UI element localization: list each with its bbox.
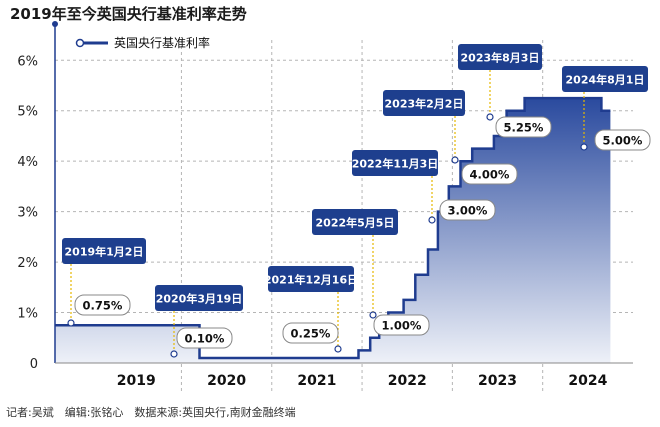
x-tick-label: 2019 bbox=[117, 373, 156, 389]
annotation-date-label: 2024年8月1日 bbox=[566, 73, 645, 87]
annotation-date-label: 2021年12月16日 bbox=[264, 273, 358, 287]
annotation-value-label: 0.10% bbox=[185, 332, 225, 346]
x-tick-label: 2020 bbox=[207, 373, 246, 389]
footer-credit: 记者:吴斌 编辑:张铭心 数据来源:英国央行,南财金融终端 bbox=[6, 406, 296, 419]
annotation-date-label: 2023年2月2日 bbox=[385, 97, 464, 111]
annotation-point bbox=[486, 113, 494, 121]
y-axis-top-dot bbox=[52, 21, 58, 27]
annotation-value-box bbox=[282, 322, 339, 344]
annotation-5: 2023年2月2日 4.00% bbox=[383, 90, 518, 185]
annotation-date-box bbox=[155, 285, 243, 311]
annotation-point bbox=[170, 350, 178, 358]
annotation-value-label: 3.00% bbox=[448, 204, 488, 218]
legend-label: 英国央行基准利率 bbox=[114, 35, 210, 50]
annotation-date-label: 2023年8月3日 bbox=[461, 51, 540, 65]
x-tick-label: 2022 bbox=[388, 373, 427, 389]
y-tick-label: 3% bbox=[17, 206, 38, 221]
annotation-value-box bbox=[373, 314, 430, 336]
annotation-date-box bbox=[562, 66, 648, 92]
annotation-date-label: 2020年3月19日 bbox=[156, 292, 243, 306]
annotation-date-label: 2019年1月2日 bbox=[65, 245, 144, 259]
annotation-point bbox=[369, 311, 377, 319]
annotation-date-box bbox=[352, 150, 438, 176]
annotation-7: 2024年8月1日 5.00% bbox=[562, 66, 651, 151]
annotation-date-box bbox=[458, 44, 542, 70]
annotation-value-label: 5.00% bbox=[603, 134, 643, 148]
x-tick-label: 2023 bbox=[478, 373, 517, 389]
annotation-value-label: 0.25% bbox=[291, 327, 331, 341]
x-tick-label: 2021 bbox=[297, 373, 336, 389]
annotation-point bbox=[334, 345, 342, 353]
annotation-value-box bbox=[594, 129, 651, 151]
y-tick-label: 0 bbox=[30, 357, 38, 372]
y-tick-label: 6% bbox=[17, 54, 38, 69]
annotation-value-label: 1.00% bbox=[382, 319, 422, 333]
annotation-value-box bbox=[439, 199, 496, 221]
annotation-point bbox=[451, 156, 459, 164]
annotation-date-label: 2022年5月5日 bbox=[316, 216, 395, 230]
y-tick-label: 2% bbox=[17, 256, 38, 271]
annotation-6: 2023年8月3日 5.25% bbox=[458, 44, 552, 138]
annotation-date-box bbox=[383, 90, 465, 116]
annotation-value-box bbox=[176, 327, 233, 349]
annotation-0: 2019年1月2日 0.75% bbox=[62, 238, 146, 327]
annotation-value-label: 5.25% bbox=[504, 121, 544, 135]
annotation-1: 2020年3月19日 0.10% bbox=[155, 285, 243, 358]
annotation-point bbox=[580, 143, 588, 151]
annotation-4: 2022年11月3日 3.00% bbox=[352, 150, 496, 224]
annotation-date-label: 2022年11月3日 bbox=[352, 157, 439, 171]
y-tick-label: 1% bbox=[17, 307, 38, 322]
annotation-date-box bbox=[62, 238, 146, 264]
chart-title: 2019年至今英国央行基准利率走势 bbox=[10, 5, 247, 23]
annotation-3: 2022年5月5日 1.00% bbox=[312, 209, 430, 336]
y-tick-label: 4% bbox=[17, 155, 38, 170]
annotation-date-box bbox=[312, 209, 398, 235]
annotation-value-label: 0.75% bbox=[83, 299, 123, 313]
annotation-point bbox=[428, 216, 436, 224]
annotation-value-box bbox=[495, 116, 552, 138]
y-tick-label: 5% bbox=[17, 105, 38, 120]
annotation-point bbox=[67, 319, 75, 327]
annotation-2: 2021年12月16日 0.25% bbox=[264, 266, 358, 353]
annotation-value-box bbox=[461, 163, 518, 185]
legend-marker bbox=[75, 38, 85, 48]
annotation-value-label: 4.00% bbox=[470, 168, 510, 182]
annotation-date-box bbox=[268, 266, 354, 292]
annotation-value-box bbox=[74, 294, 131, 316]
x-tick-label: 2024 bbox=[568, 373, 607, 389]
